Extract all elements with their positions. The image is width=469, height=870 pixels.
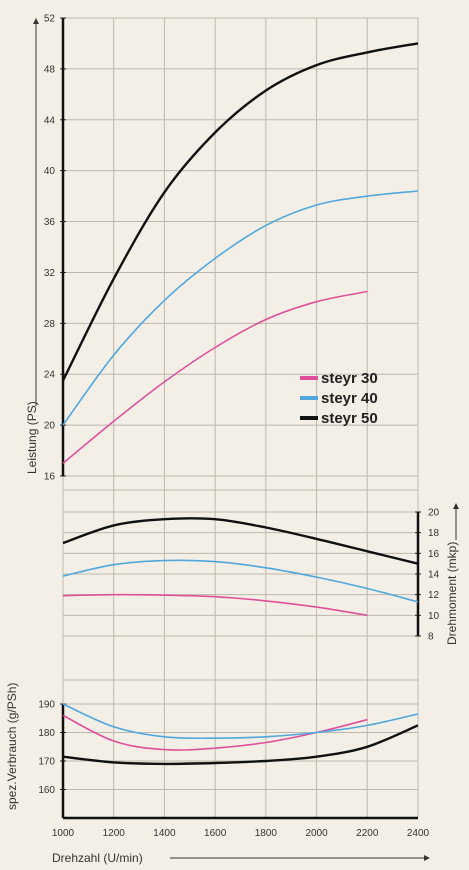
x-tick-label: 1000 (52, 828, 75, 839)
x-tick-label: 1600 (204, 828, 227, 839)
power-y-tick-label: 32 (44, 268, 56, 279)
data-curves (61, 42, 419, 766)
torque-y-tick-label: 16 (428, 549, 440, 560)
power-y-tick-label: 52 (44, 14, 56, 25)
torque-axis-arrowhead (453, 503, 459, 509)
consumption-curve-steyr-40 (62, 703, 419, 740)
power-curve-steyr-30 (62, 290, 368, 464)
tick-labels: 1000 1200 1400 1600 1800 2000 2200 2400 16 20 24 28… (38, 14, 439, 840)
x-tick-label: 2000 (305, 828, 328, 839)
torque-y-tick-label: 20 (428, 508, 440, 519)
power-y-tick-label: 28 (44, 319, 56, 330)
legend-label-steyr-30: steyr 30 (321, 370, 378, 387)
power-y-tick-label: 48 (44, 64, 56, 75)
consumption-axis-label: spez.Verbrauch (g/PSh) (5, 683, 19, 810)
consumption-y-tick-label: 160 (38, 785, 55, 796)
grid-lines (62, 17, 419, 818)
legend-label-steyr-40: steyr 40 (321, 390, 378, 407)
consumption-y-tick-label: 170 (38, 757, 55, 768)
torque-y-tick-label: 8 (428, 632, 434, 643)
power-curve-steyr-40 (62, 190, 419, 426)
consumption-y-tick-label: 180 (38, 728, 55, 739)
x-tick-label: 1400 (153, 828, 176, 839)
x-tick-label: 1800 (255, 828, 278, 839)
power-y-tick-label: 24 (44, 370, 56, 381)
power-y-tick-label: 36 (44, 217, 56, 228)
torque-y-tick-label: 10 (428, 611, 440, 622)
torque-curve-steyr-50 (62, 517, 419, 565)
x-tick-label: 1200 (103, 828, 126, 839)
power-y-tick-label: 44 (44, 115, 56, 126)
torque-y-tick-label: 12 (428, 590, 440, 601)
x-axis-arrowhead (424, 855, 430, 861)
x-tick-label: 2400 (407, 828, 430, 839)
consumption-curve-steyr-50 (62, 724, 419, 766)
power-y-tick-label: 20 (44, 421, 56, 432)
torque-curve-steyr-30 (62, 593, 368, 617)
x-tick-label: 2200 (356, 828, 379, 839)
power-y-tick-label: 40 (44, 166, 56, 177)
x-axis-label: Drehzahl (U/min) (52, 851, 143, 865)
power-curve-steyr-50 (61, 42, 419, 382)
torque-y-tick-label: 14 (428, 570, 440, 581)
torque-axis-label: Drehmoment (mkp) (445, 542, 459, 645)
power-y-tick-label: 16 (44, 472, 56, 483)
axes-frame (33, 17, 459, 861)
legend-label-steyr-50: steyr 50 (321, 410, 378, 427)
power-axis-arrowhead (33, 18, 39, 24)
legend: steyr 30 steyr 40 steyr 50 (300, 370, 378, 427)
torque-curve-steyr-40 (62, 559, 419, 603)
torque-y-tick-label: 18 (428, 528, 440, 539)
consumption-y-tick-label: 190 (38, 700, 55, 711)
power-axis-label: Leistung (PS) (25, 401, 39, 474)
